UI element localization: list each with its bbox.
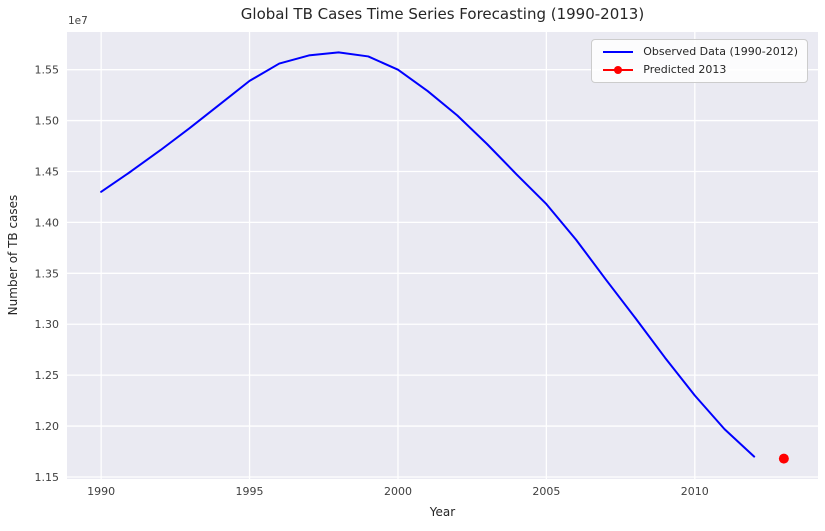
legend: Observed Data (1990-2012) Predicted 2013 <box>591 39 808 83</box>
y-tick-label: 1.45 <box>35 165 60 178</box>
y-axis-label: Number of TB cases <box>6 194 20 316</box>
x-tick-label: 2010 <box>681 485 709 498</box>
y-tick-label: 1.50 <box>35 115 60 128</box>
y-tick-label: 1.40 <box>35 216 60 229</box>
y-tick-label: 1.30 <box>35 318 60 331</box>
legend-item-observed: Observed Data (1990-2012) <box>601 45 798 58</box>
x-axis-label: Year <box>429 505 456 519</box>
legend-line-dot-sample <box>603 65 634 74</box>
plot-background <box>67 32 818 479</box>
legend-line-sample <box>603 50 634 53</box>
observed-data-line <box>100 51 756 458</box>
y-axis-offset-label: 1e7 <box>68 15 88 27</box>
y-tick-label: 1.35 <box>35 267 60 280</box>
chart-title: Global TB Cases Time Series Forecasting … <box>240 5 645 23</box>
y-tick-label: 1.15 <box>35 471 60 484</box>
predicted-point <box>778 453 789 464</box>
y-tick-label: 1.25 <box>35 369 60 382</box>
y-tick-label: 1.20 <box>35 420 60 433</box>
y-tick-label: 1.55 <box>35 64 60 77</box>
x-tick-label: 1990 <box>87 485 115 498</box>
x-tick-label: 2005 <box>532 485 560 498</box>
x-tick-label: 1995 <box>236 485 264 498</box>
legend-label-observed: Observed Data (1990-2012) <box>643 45 798 58</box>
x-tick-label: 2000 <box>384 485 412 498</box>
legend-item-predicted: Predicted 2013 <box>601 63 798 76</box>
legend-label-predicted: Predicted 2013 <box>643 63 727 76</box>
